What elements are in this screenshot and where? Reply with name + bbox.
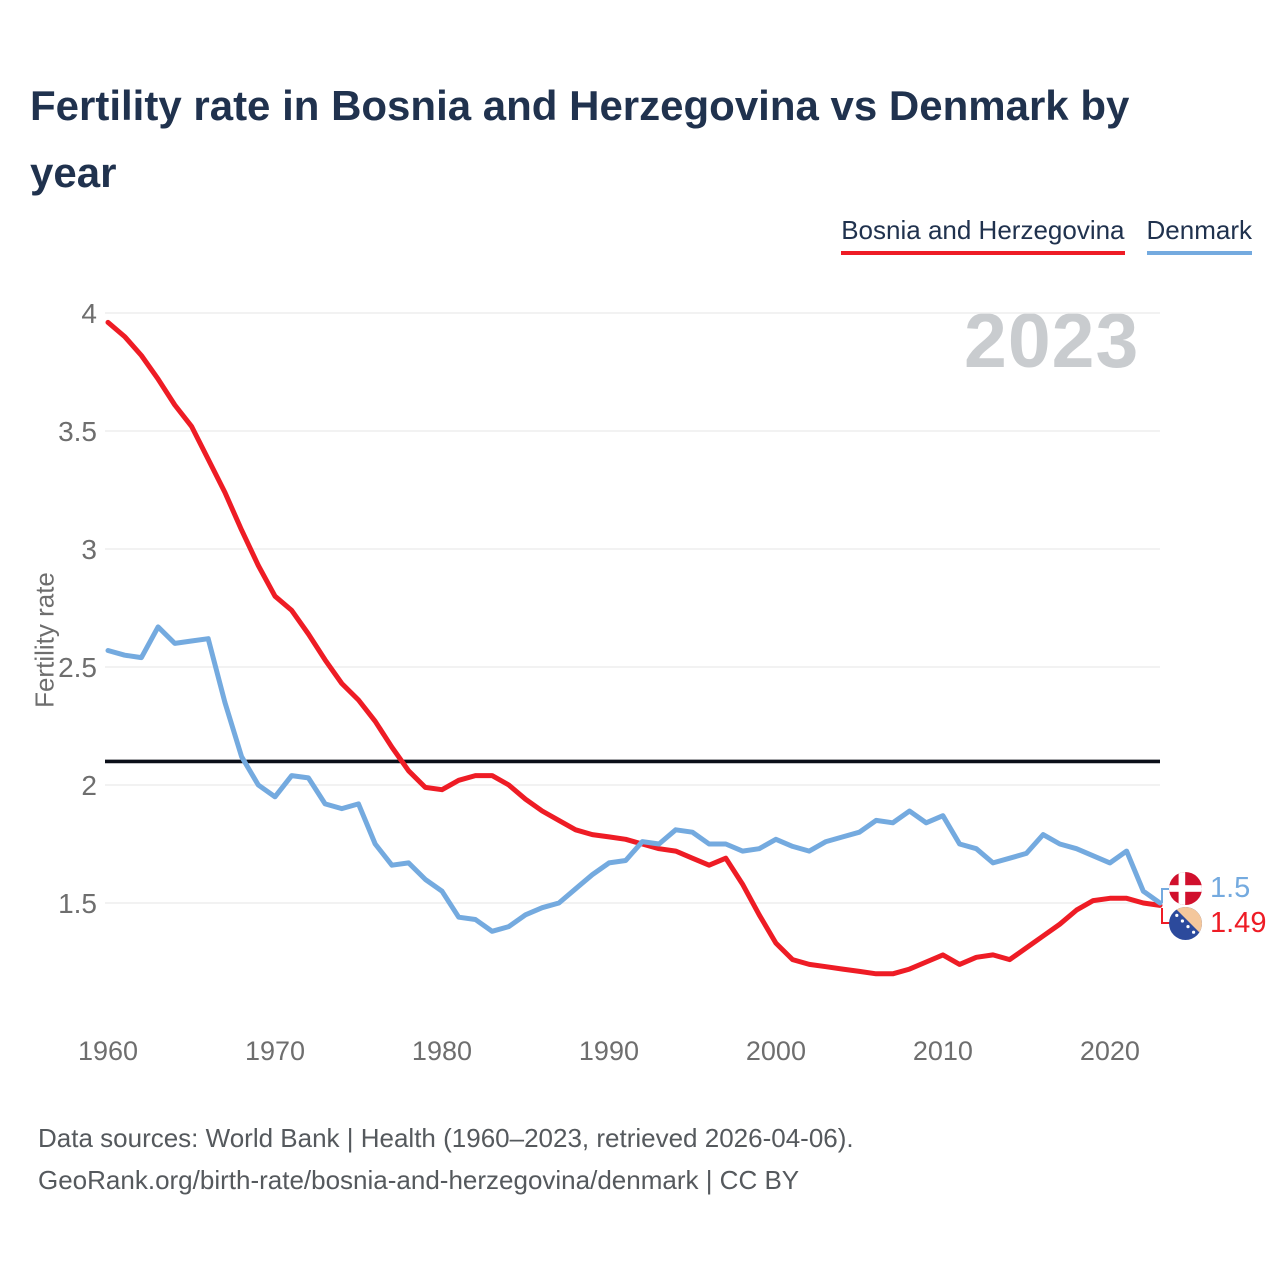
series-line-denmark bbox=[105, 624, 1163, 934]
y-tick-label: 2.5 bbox=[58, 652, 97, 683]
y-tick-label: 3.5 bbox=[58, 416, 97, 447]
y-tick-label: 3 bbox=[81, 534, 97, 565]
legend-item-bosnia-and-herzegovina[interactable]: Bosnia and Herzegovina bbox=[841, 215, 1125, 255]
series-line-bosnia-and-herzegovina bbox=[105, 319, 1163, 977]
x-tick-label: 1990 bbox=[579, 1036, 639, 1066]
x-tick-label: 1980 bbox=[412, 1036, 472, 1066]
legend-item-denmark[interactable]: Denmark bbox=[1146, 215, 1252, 255]
x-tick-label: 1970 bbox=[245, 1036, 305, 1066]
y-tick-label: 1.5 bbox=[58, 888, 97, 919]
end-label-bosnia: 1.49 bbox=[1169, 907, 1266, 940]
fertility-line-chart: 1.5 2 2.5 3 3.5 4 1960 1970 1980 1990 2000 2010 2020 bbox=[58, 298, 1175, 1066]
denmark-flag-icon bbox=[1169, 872, 1202, 905]
legend: Bosnia and Herzegovina Denmark bbox=[841, 215, 1252, 255]
data-source-line2: GeoRank.org/birth-rate/bosnia-and-herzeg… bbox=[38, 1165, 800, 1195]
data-source-note: Data sources: World Bank | Health (1960–… bbox=[38, 1117, 854, 1201]
x-tick-label: 2000 bbox=[746, 1036, 806, 1066]
x-tick-label: 2020 bbox=[1080, 1036, 1140, 1066]
data-source-line1: Data sources: World Bank | Health (1960–… bbox=[38, 1123, 854, 1153]
denmark-end-value: 1.5 bbox=[1210, 872, 1251, 904]
page-title: Fertility rate in Bosnia and Herzegovina… bbox=[30, 82, 1130, 196]
bosnia-end-value: 1.49 bbox=[1210, 907, 1267, 939]
watermark-year: 2023 bbox=[964, 298, 1140, 384]
x-tick-label: 1960 bbox=[78, 1036, 138, 1066]
bosnia-flag-icon bbox=[1169, 907, 1202, 940]
end-label-denmark: 1.5 bbox=[1169, 872, 1250, 905]
y-tick-label: 4 bbox=[81, 298, 97, 329]
y-tick-label: 2 bbox=[81, 770, 97, 801]
x-tick-label: 2010 bbox=[913, 1036, 973, 1066]
